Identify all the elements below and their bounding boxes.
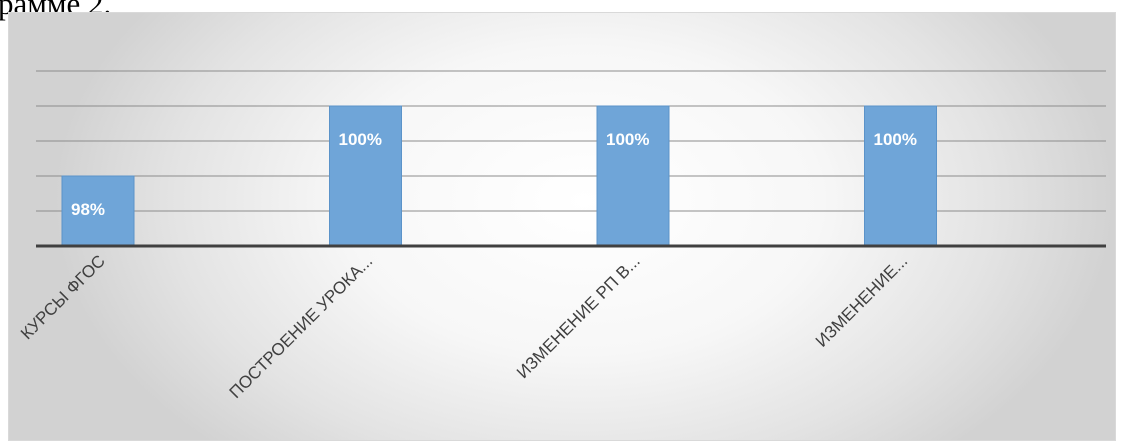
gridlines [36,70,1106,212]
x-tick-label: ИЗМЕНЕНИЕ РП В... [513,251,644,382]
data-label: 100% [874,130,917,149]
data-labels: 98% 100% 100% 100% [71,130,917,219]
bars [61,105,937,247]
data-label: 100% [606,130,649,149]
bar [61,175,135,247]
x-tick-label: КУРСЫ ФГОС [17,251,109,343]
x-tick-label: ПОСТРОЕНИЕ УРОКА... [226,251,377,402]
bar [596,105,670,247]
x-tick-label: ИЗМЕНЕНИЕ... [812,251,911,350]
bar [329,105,402,247]
x-tick-labels: КУРСЫ ФГОС ПОСТРОЕНИЕ УРОКА... ИЗМЕНЕНИЕ Р… [17,251,911,402]
bar [864,105,937,247]
data-label: 98% [71,200,105,219]
data-label: 100% [339,130,382,149]
